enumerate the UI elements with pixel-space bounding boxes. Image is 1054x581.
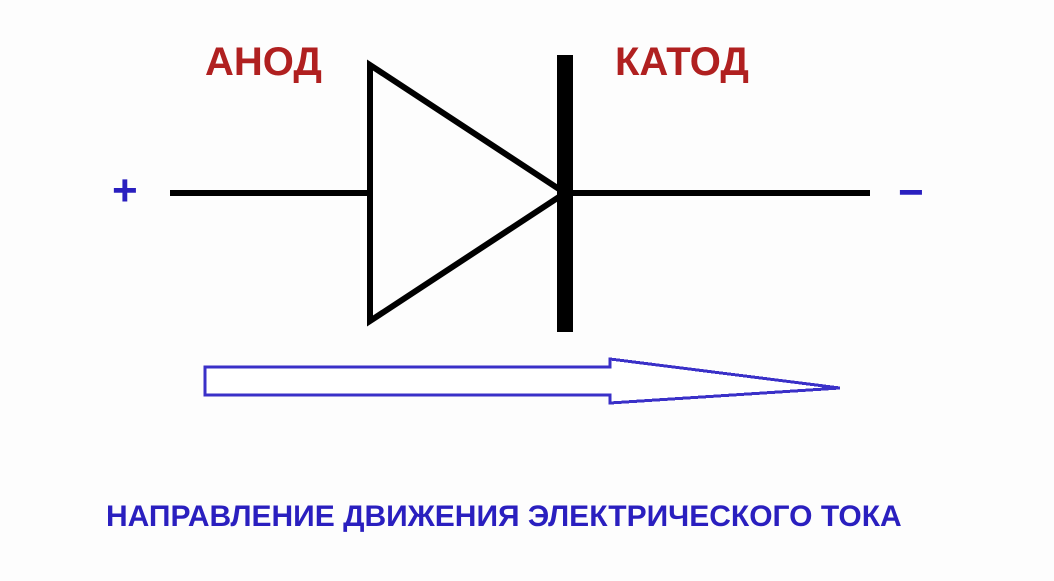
- plus-sign: +: [112, 166, 138, 216]
- minus-sign: −: [898, 168, 924, 218]
- diode-triangle: [370, 65, 565, 321]
- diagram-canvas: АНОД КАТОД + − НАПРАВЛЕНИЕ ДВИЖЕНИЯ ЭЛЕК…: [0, 0, 1054, 581]
- current-direction-arrow: [205, 359, 840, 403]
- caption-text: НАПРАВЛЕНИЕ ДВИЖЕНИЯ ЭЛЕКТРИЧЕСКОГО ТОКА: [106, 500, 902, 534]
- anode-label: АНОД: [205, 40, 322, 85]
- diagram-svg: [0, 0, 1054, 581]
- cathode-label: КАТОД: [615, 40, 749, 85]
